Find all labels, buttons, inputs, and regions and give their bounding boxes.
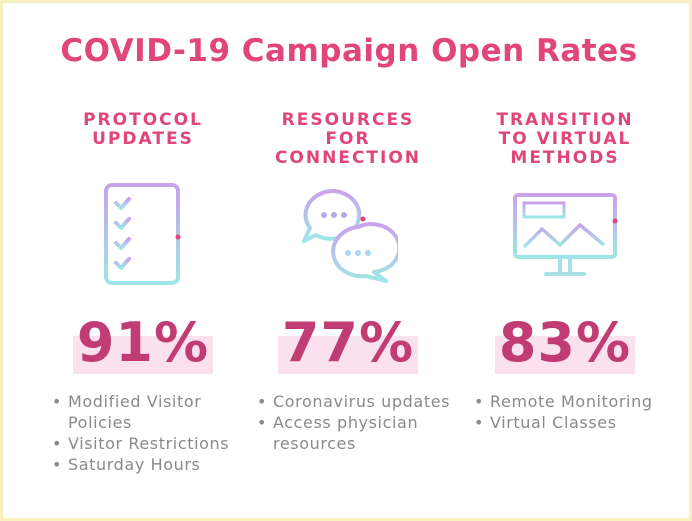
- open-rate-percent: 91%: [38, 311, 248, 374]
- list-item: Visitor Restrictions: [52, 433, 258, 454]
- bullet-list: Coronavirus updates Access physician res…: [243, 391, 463, 454]
- checklist-icon: [38, 181, 248, 291]
- list-item: Modified Visitor Policies: [52, 391, 258, 433]
- column-heading: PROTOCOL UPDATES: [83, 110, 203, 149]
- monitor-chart-icon: [460, 181, 670, 291]
- column-resources-for-connection: RESOURCES FOR CONNECTION 77% Coronavirus…: [243, 110, 453, 454]
- column-heading: RESOURCES FOR CONNECTION: [274, 110, 422, 168]
- chat-bubbles-icon: [243, 181, 453, 291]
- bullet-list: Remote Monitoring Virtual Classes: [460, 391, 680, 433]
- list-item: Access physician resources: [257, 412, 463, 454]
- list-item: Coronavirus updates: [257, 391, 463, 412]
- list-item: Saturday Hours: [52, 454, 258, 475]
- column-transition-to-virtual-methods: TRANSITION TO VIRTUAL METHODS: [460, 110, 670, 434]
- column-protocol-updates: PROTOCOL UPDATES 91%: [38, 110, 248, 476]
- bullet-list: Modified Visitor Policies Visitor Restri…: [38, 391, 258, 475]
- open-rate-percent: 77%: [243, 311, 453, 374]
- page-title: COVID-19 Campaign Open Rates: [60, 33, 638, 69]
- column-heading: TRANSITION TO VIRTUAL METHODS: [496, 110, 634, 168]
- open-rate-percent: 83%: [460, 311, 670, 374]
- list-item: Virtual Classes: [474, 412, 680, 433]
- list-item: Remote Monitoring: [474, 391, 680, 412]
